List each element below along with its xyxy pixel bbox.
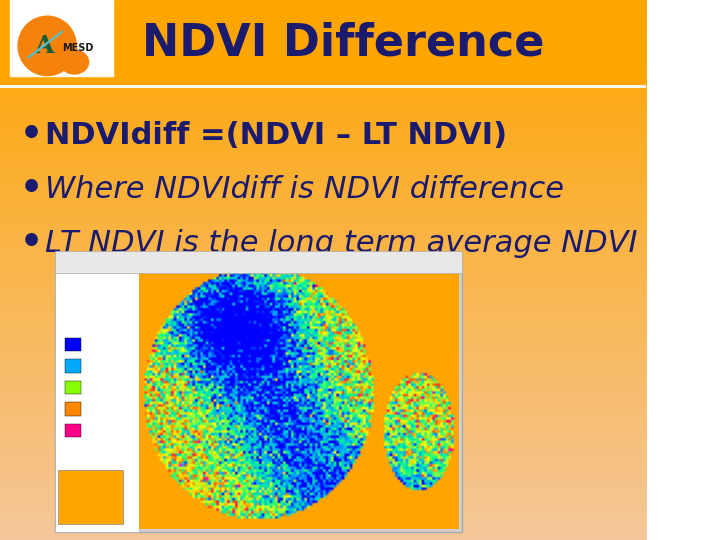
Bar	[65, 424, 81, 437]
Text: NDVI Difference: NDVI Difference	[143, 22, 544, 65]
Text: Where NDVIdiff is NDVI difference: Where NDVIdiff is NDVI difference	[45, 174, 564, 204]
Text: •: •	[19, 172, 42, 206]
Text: LT NDVI is the long term average NDVI: LT NDVI is the long term average NDVI	[45, 228, 638, 258]
Bar	[9, 0, 113, 76]
Bar	[65, 338, 81, 351]
Text: •: •	[19, 118, 42, 152]
Bar	[55, 251, 462, 273]
Text: A: A	[35, 34, 54, 58]
Bar	[139, 270, 459, 529]
Text: •: •	[19, 226, 42, 260]
Text: MESD: MESD	[62, 43, 94, 52]
Text: NDVIdiff =(NDVI – LT NDVI): NDVIdiff =(NDVI – LT NDVI)	[45, 120, 508, 150]
Bar	[55, 267, 139, 532]
Ellipse shape	[18, 16, 76, 76]
Bar	[65, 381, 81, 394]
Bar	[65, 359, 81, 373]
Circle shape	[60, 50, 89, 74]
Bar	[0, 0, 647, 86]
Bar	[65, 402, 81, 416]
Bar	[58, 470, 123, 524]
Bar	[55, 267, 462, 532]
